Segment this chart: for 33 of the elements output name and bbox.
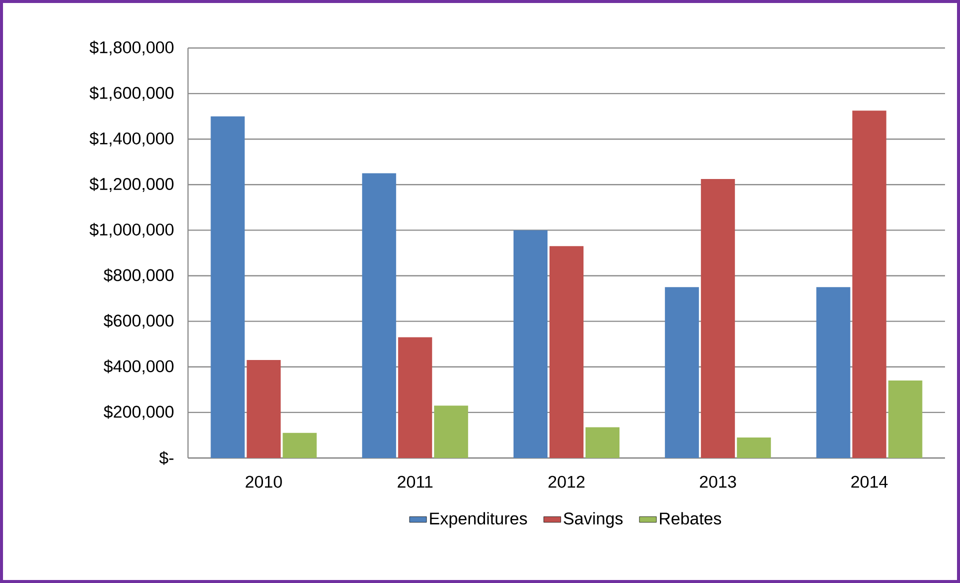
y-tick-label: $1,800,000	[90, 40, 174, 56]
bar	[586, 427, 620, 458]
y-tick-label: $1,600,000	[90, 86, 174, 101]
bar	[700, 178, 735, 458]
y-tick-label: $1,200,000	[90, 177, 174, 192]
legend-label: Rebates	[660, 512, 722, 525]
bar	[736, 437, 771, 458]
bar	[398, 337, 432, 458]
bar	[550, 246, 584, 458]
y-tick-label: $-	[159, 451, 174, 465]
y-tick-label: $1,000,000	[90, 222, 174, 238]
x-tick-label: 2012	[548, 476, 584, 488]
bar	[664, 287, 699, 458]
legend-label: Expenditures	[430, 512, 527, 528]
legend-label: Savings	[564, 512, 623, 528]
x-tick-label: 2011	[398, 476, 432, 488]
bar	[888, 380, 922, 458]
x-tick-label: 2010	[246, 476, 282, 488]
bar	[514, 230, 548, 458]
bar	[362, 173, 396, 458]
bar	[816, 287, 850, 458]
y-tick-label: $400,000	[104, 360, 174, 374]
y-tick-label: $800,000	[104, 268, 174, 284]
bar	[282, 432, 317, 458]
y-tick-label: $1,400,000	[90, 132, 174, 146]
bar	[852, 110, 886, 458]
x-tick-label: 2014	[851, 476, 888, 488]
y-tick-label: $200,000	[104, 405, 174, 420]
y-tick-label: $600,000	[104, 314, 174, 329]
bar	[434, 406, 468, 458]
x-tick-label: 2013	[700, 476, 736, 488]
bar	[246, 360, 281, 458]
bar	[210, 116, 245, 458]
